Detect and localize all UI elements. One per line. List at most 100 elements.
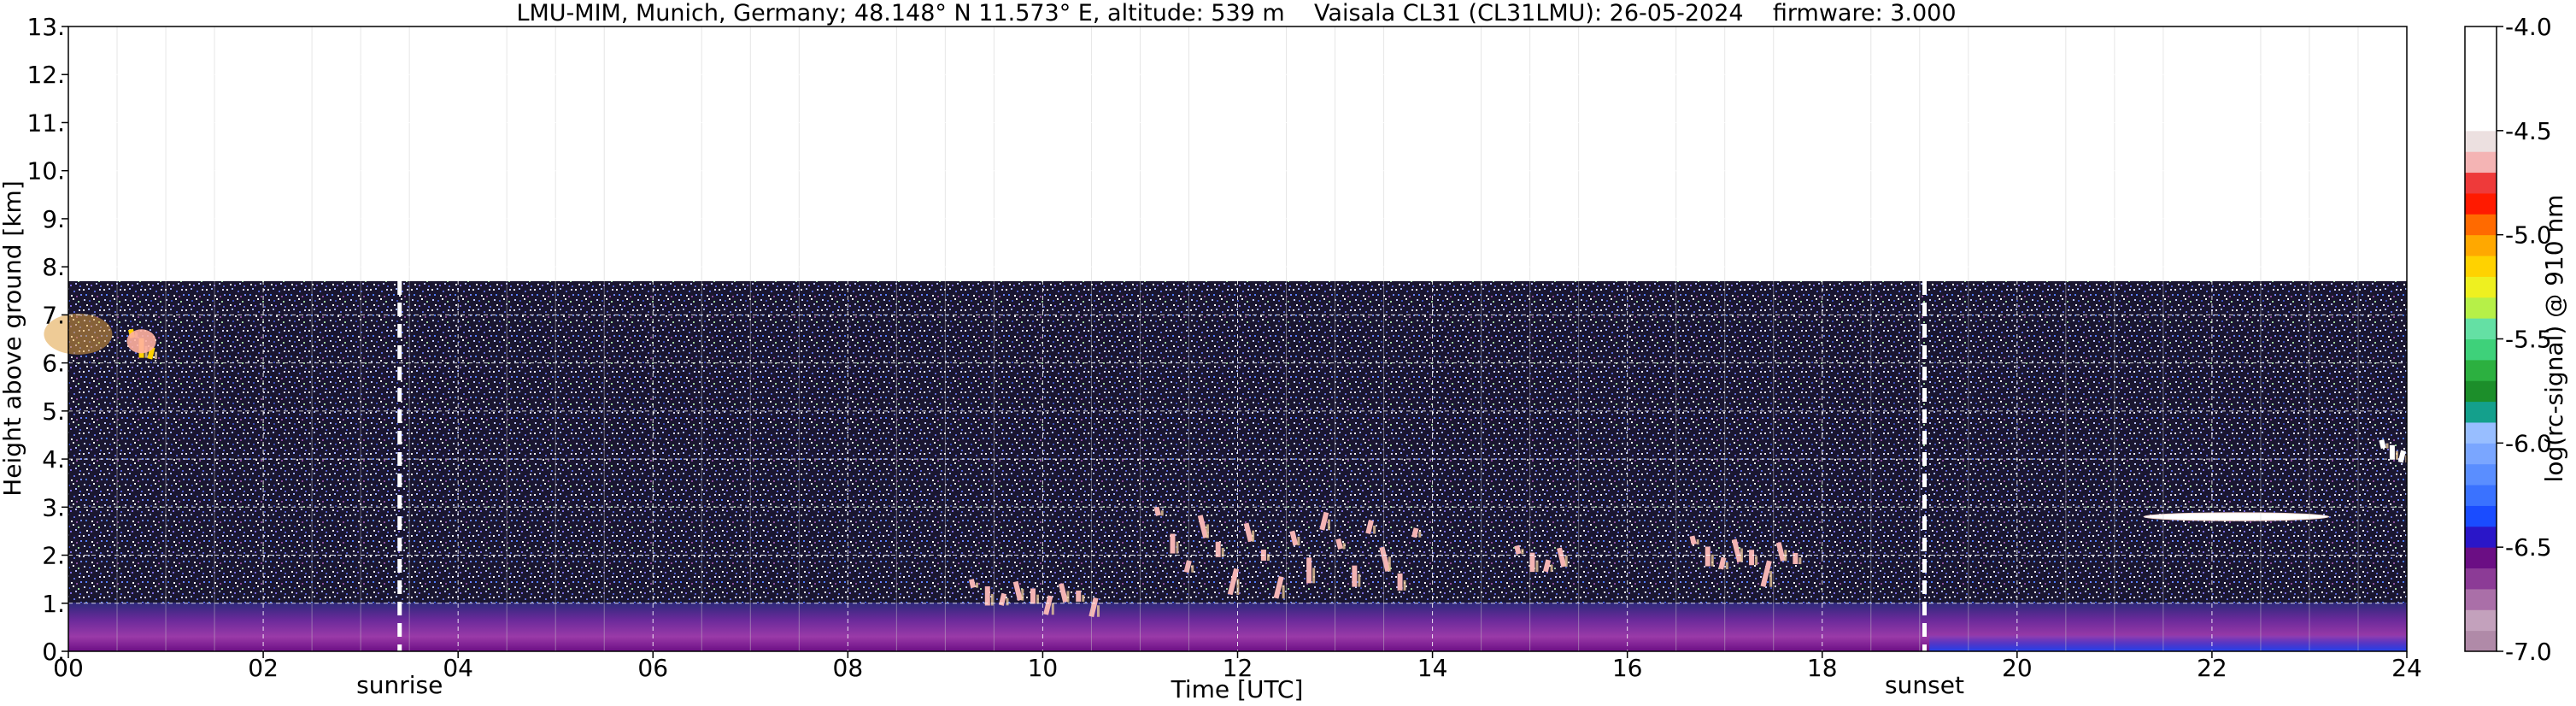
colorbar-tick-label: -5.0: [2505, 221, 2552, 250]
cloud-fragment: [1411, 527, 1419, 538]
cloud-fragment: [1197, 515, 1209, 538]
colorbar-cell: [2465, 485, 2497, 506]
cloud-fragment: [1043, 595, 1053, 615]
colorbar-cell: [2465, 192, 2497, 215]
cloud-layer: [44, 313, 2409, 651]
cloud-fragment-edge: [1160, 510, 1164, 516]
cloud-fragment-edge: [1535, 560, 1539, 573]
cloud-fragment: [1557, 547, 1567, 568]
y-axis-label: Height above ground [km]: [0, 180, 26, 497]
y-ticks: 0. 1. 2. 3. 4. 5. 6. 7. 8. 9. 10. 11. 12. 13.: [26, 13, 68, 666]
cloud-fragment-edge: [1006, 597, 1009, 606]
cloud-fragment-edge: [1388, 556, 1391, 572]
cloud-fragment: [1306, 557, 1312, 584]
colorbar-cell: [2465, 297, 2497, 319]
cloud-fragment: [1088, 597, 1099, 618]
x-tick-label: 24: [2391, 654, 2422, 682]
cloud-fragment: [2389, 444, 2395, 460]
cloud-fragment-edge: [1418, 532, 1422, 538]
y-tick-label: 11.: [26, 109, 65, 137]
colorbar-cell: [2465, 256, 2497, 277]
x-ticks: 00 02 04 06 08 10 12 14 16 18 20 22 24: [53, 651, 2422, 682]
colorbar-cell: [2465, 338, 2497, 361]
cloud-fragment-edge: [1550, 564, 1553, 572]
colorbar-cell: [2465, 276, 2497, 298]
cloud-fragment-edge: [1252, 530, 1255, 542]
colorbar-cell: [2465, 547, 2497, 569]
y-tick-label: 13.: [26, 13, 65, 41]
cloud-fragment: [1731, 538, 1743, 563]
cloud-fragment-edge: [1373, 525, 1376, 534]
cloud-fragment: [1153, 506, 1161, 516]
cloud-fragment: [1365, 520, 1374, 534]
x-tick-label: 08: [833, 654, 864, 682]
colorbar-tick-label: -5.5: [2505, 326, 2552, 354]
cloud-fragment-edge: [1696, 539, 1699, 545]
cloud-fragment: [1012, 580, 1023, 602]
chart-title: LMU-MIM, Munich, Germany; 48.148° N 11.5…: [516, 0, 1956, 26]
colorbar-cell: [2465, 609, 2497, 632]
colorbar-cell: [2465, 130, 2497, 152]
evening-surface-layer: [1929, 634, 2407, 651]
annotation-sunset: sunset: [1885, 671, 1964, 699]
cloud-fragment-edge: [1051, 603, 1054, 615]
x-tick-label: 22: [2197, 654, 2227, 682]
cloud-fragment: [1775, 542, 1786, 562]
y-tick-label: 1.: [42, 590, 65, 618]
x-tick-label: 16: [1612, 654, 1643, 682]
y-tick-label: 2.: [42, 542, 65, 570]
x-tick-label: 02: [248, 654, 279, 682]
y-tick-label: 7.: [42, 301, 65, 329]
cloud-fragment-edge: [1564, 555, 1568, 568]
colorbar-cell: [2465, 443, 2497, 465]
x-tick-label: 18: [1807, 654, 1838, 682]
cloud-segment: [126, 329, 156, 354]
cloud-fragment: [1183, 560, 1192, 574]
y-tick-label: 0.: [42, 638, 65, 666]
cloud-fragment-edge: [976, 582, 979, 588]
cloud-fragment: [1397, 573, 1403, 591]
colorbar-cell: [2465, 505, 2497, 527]
cloud-fragment: [2397, 450, 2406, 463]
cloud-fragment-edge: [1799, 557, 1802, 564]
cloud-fragment-edge: [1403, 580, 1406, 591]
x-tick-label: 12: [1223, 654, 1253, 682]
y-tick-label: 9.: [42, 205, 65, 233]
colorbar-cells: [2465, 26, 2497, 652]
cloud-fragment-edge: [2395, 450, 2398, 460]
colorbar-tick-label: -6.5: [2505, 533, 2552, 562]
colorbar-cell: [2465, 380, 2497, 403]
colorbar-tick-label: -4.0: [2505, 13, 2552, 41]
cloud-fragment: [1319, 511, 1329, 531]
colorbar-tick-label: -4.5: [2505, 117, 2552, 145]
cloud-fragment-edge: [1176, 541, 1179, 554]
cloud-fragment: [1058, 583, 1069, 603]
cloud-fragment: [1542, 559, 1552, 573]
colorbar-tick-label: -6.0: [2505, 429, 2552, 457]
cloud-segment: [2143, 512, 2330, 521]
cloud-fragment-edge: [1036, 594, 1040, 604]
cloud-fragment-edge: [1066, 591, 1070, 603]
colorbar-ticks: -4.0 -4.5 -5.0 -5.5 -6.0 -6.5 -7.0: [2497, 13, 2552, 666]
cloud-fragment-edge: [1297, 536, 1300, 546]
y-tick-label: 5.: [42, 397, 65, 426]
cloud-fragment-edge: [1725, 562, 1728, 570]
cloud-fragment-edge: [1312, 568, 1316, 584]
cloud-fragment: [2379, 439, 2386, 450]
cloud-fragment-edge: [1191, 565, 1194, 573]
cloud-fragment: [998, 592, 1007, 606]
cloud-fragment: [1379, 546, 1391, 572]
colorbar-cell: [2465, 26, 2497, 132]
cloud-fragment: [1705, 546, 1710, 567]
cloud-fragment: [1689, 535, 1697, 545]
y-tick-label: 3.: [42, 493, 65, 521]
cloud-fragment: [1273, 575, 1284, 599]
colorbar-label: log(rc-signal) @ 910 nm: [2540, 195, 2568, 483]
cloud-fragment: [1760, 560, 1772, 587]
cloud-fragment-edge: [1755, 556, 1758, 566]
cloud-fragment-edge: [1358, 574, 1361, 587]
x-tick-label: 04: [443, 654, 473, 682]
annotation-sunrise: sunrise: [356, 671, 443, 699]
colorbar-cell: [2465, 401, 2497, 423]
